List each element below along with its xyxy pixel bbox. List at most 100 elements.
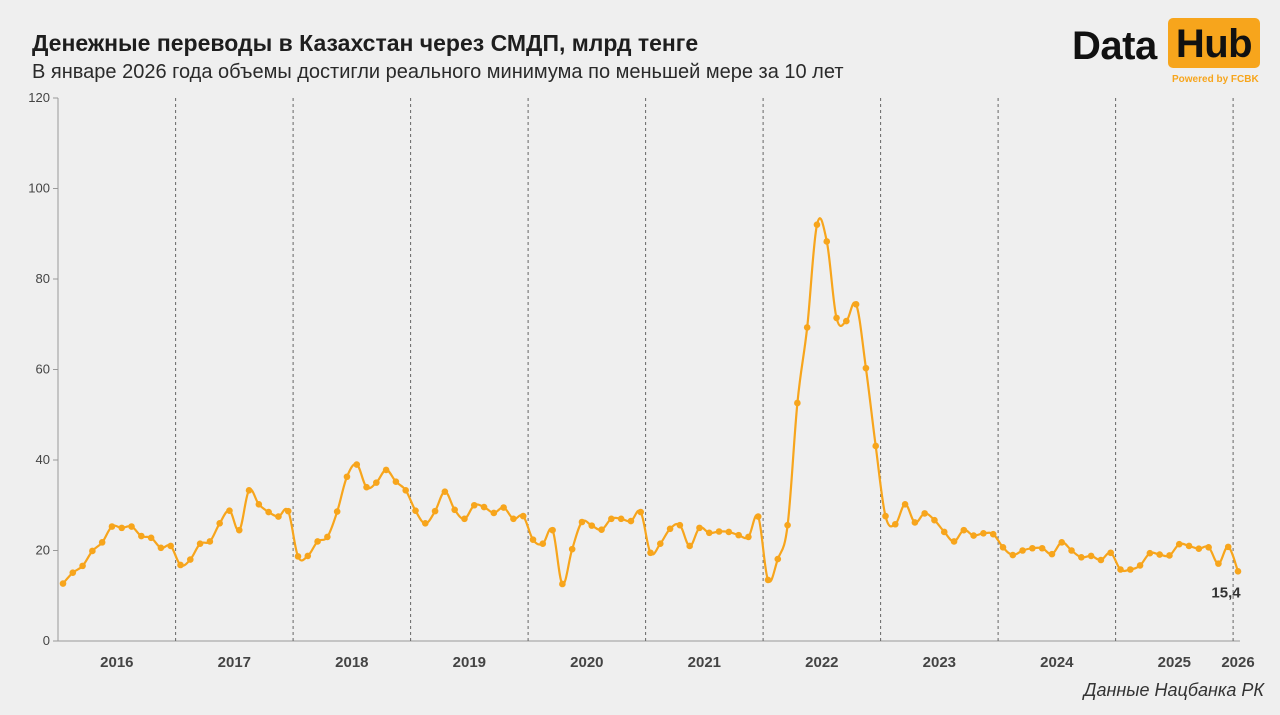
logo-word-hub: Hub	[1168, 18, 1260, 68]
data-point	[862, 364, 870, 372]
data-point	[960, 526, 968, 534]
x-year-label: 2021	[688, 654, 721, 671]
data-point	[598, 526, 605, 533]
data-point	[588, 522, 596, 529]
data-point	[1156, 551, 1163, 558]
data-point	[911, 519, 919, 526]
data-point	[79, 562, 86, 570]
data-point	[931, 516, 938, 524]
data-point	[255, 501, 263, 508]
data-point	[421, 520, 429, 527]
x-year-label: 2019	[453, 654, 486, 671]
data-point	[608, 515, 615, 523]
data-point	[833, 314, 840, 322]
data-point	[1166, 552, 1173, 559]
x-year-label: 2017	[218, 654, 251, 671]
data-point	[284, 507, 292, 515]
data-point	[784, 521, 791, 529]
data-point	[813, 221, 821, 228]
x-year-label: 2025	[1158, 654, 1191, 671]
data-point	[402, 487, 410, 494]
x-year-label: 2022	[805, 654, 838, 671]
data-point	[245, 487, 253, 494]
data-point	[186, 556, 194, 563]
data-point	[999, 544, 1007, 551]
data-point	[1097, 556, 1105, 564]
data-point	[1215, 560, 1222, 567]
data-point	[539, 540, 547, 548]
data-point	[392, 478, 400, 486]
x-year-label: 2018	[335, 654, 368, 671]
data-point	[138, 532, 145, 540]
y-tick-label: 40	[36, 452, 50, 467]
data-point	[108, 523, 116, 530]
data-point	[745, 533, 752, 541]
data-point	[1224, 543, 1232, 551]
datahub-logo: Data Hub Powered by FCBK	[1072, 18, 1262, 90]
data-point	[1195, 545, 1203, 552]
data-point	[1019, 547, 1026, 554]
data-point	[519, 512, 527, 520]
x-year-label: 2024	[1040, 654, 1074, 671]
data-point	[461, 515, 468, 523]
data-point	[314, 538, 321, 545]
data-point	[1107, 549, 1115, 557]
data-point	[774, 555, 782, 563]
data-point	[177, 561, 184, 569]
data-point	[304, 552, 312, 560]
data-point	[1087, 552, 1095, 560]
data-point	[754, 513, 762, 520]
data-point	[705, 529, 713, 537]
data-point	[950, 538, 958, 545]
data-point	[578, 518, 586, 526]
data-point	[1029, 544, 1036, 552]
data-point	[989, 530, 997, 538]
data-point	[794, 399, 801, 407]
data-point	[921, 510, 928, 517]
data-point	[843, 317, 850, 325]
data-point	[715, 528, 723, 535]
data-point	[656, 540, 664, 548]
x-year-label: 2026	[1221, 654, 1254, 671]
chart-subtitle: В январе 2026 года объемы достигли реаль…	[32, 61, 844, 83]
data-point	[559, 580, 566, 588]
data-point	[1048, 550, 1056, 558]
data-point	[1078, 553, 1085, 561]
data-point	[1185, 542, 1193, 550]
data-point	[157, 544, 165, 552]
data-point	[1117, 566, 1124, 573]
y-tick-label: 120	[28, 90, 50, 105]
data-point	[676, 521, 684, 529]
data-point	[852, 301, 860, 308]
y-tick-label: 80	[36, 271, 50, 286]
x-year-label: 2020	[570, 654, 603, 671]
data-point	[637, 508, 645, 516]
data-point	[451, 506, 458, 514]
data-point	[59, 580, 67, 587]
data-point	[216, 520, 223, 527]
x-year-label: 2023	[923, 654, 956, 671]
data-point	[823, 238, 831, 245]
data-point	[441, 488, 449, 495]
data-point	[1068, 547, 1075, 554]
data-point	[147, 534, 155, 542]
data-point	[470, 501, 478, 509]
data-point	[128, 523, 135, 530]
data-point	[529, 536, 537, 543]
y-tick-label: 100	[28, 181, 50, 196]
data-point	[500, 504, 507, 511]
data-point	[940, 528, 948, 536]
data-point	[725, 528, 733, 536]
data-point	[891, 520, 899, 528]
y-tick-label: 0	[43, 633, 50, 648]
data-point	[412, 507, 419, 514]
data-point	[275, 513, 282, 520]
data-point	[666, 525, 674, 533]
data-point	[265, 508, 272, 516]
data-point	[1126, 566, 1134, 573]
data-point	[980, 530, 987, 537]
data-point	[431, 507, 439, 515]
data-point	[353, 461, 361, 468]
data-point	[882, 512, 889, 520]
